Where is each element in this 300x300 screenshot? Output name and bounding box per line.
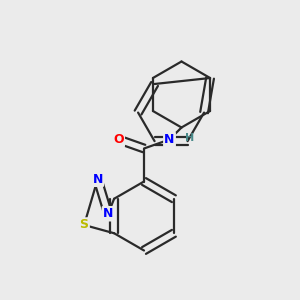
- Text: H: H: [185, 133, 194, 143]
- Text: N: N: [164, 133, 175, 146]
- Text: S: S: [80, 218, 88, 232]
- Text: N: N: [103, 207, 113, 220]
- Text: O: O: [113, 133, 124, 146]
- Text: N: N: [92, 173, 103, 186]
